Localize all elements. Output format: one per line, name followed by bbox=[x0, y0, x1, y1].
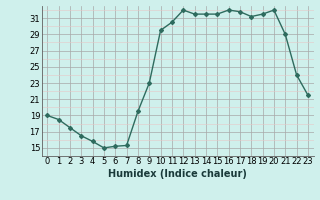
X-axis label: Humidex (Indice chaleur): Humidex (Indice chaleur) bbox=[108, 169, 247, 179]
